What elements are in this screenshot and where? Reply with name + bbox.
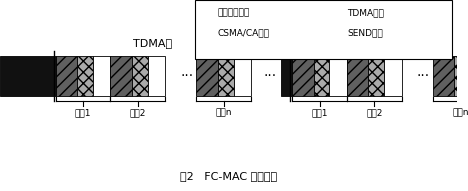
Bar bbox=[56, 56, 77, 96]
Text: TDMA帧: TDMA帧 bbox=[354, 38, 394, 48]
Bar bbox=[110, 56, 132, 96]
Bar bbox=[93, 56, 110, 96]
Bar bbox=[203, 27, 214, 38]
Bar bbox=[218, 56, 234, 96]
Text: ···: ··· bbox=[417, 69, 430, 83]
Bar bbox=[0, 56, 56, 96]
Bar bbox=[314, 56, 329, 96]
Bar bbox=[77, 56, 93, 96]
Bar bbox=[197, 56, 218, 96]
Text: CSMA/CA阶段: CSMA/CA阶段 bbox=[218, 28, 270, 37]
Bar bbox=[368, 56, 384, 96]
Bar bbox=[433, 56, 454, 96]
Text: ···: ··· bbox=[263, 69, 276, 83]
Text: 节点1: 节点1 bbox=[75, 108, 91, 117]
Bar bbox=[147, 56, 165, 96]
Bar bbox=[347, 56, 368, 96]
Text: 节点n: 节点n bbox=[452, 108, 468, 117]
Bar bbox=[203, 7, 214, 18]
Text: 节点1: 节点1 bbox=[311, 108, 328, 117]
Bar bbox=[292, 56, 314, 96]
Text: 节点2: 节点2 bbox=[366, 108, 382, 117]
Text: 交换信息阶段: 交换信息阶段 bbox=[218, 8, 250, 17]
Bar bbox=[132, 56, 147, 96]
Bar bbox=[384, 56, 402, 96]
Bar bbox=[457, 56, 468, 96]
Text: 节点n: 节点n bbox=[216, 108, 232, 117]
Bar bbox=[454, 56, 468, 96]
Text: SEND阶段: SEND阶段 bbox=[347, 28, 383, 37]
Bar bbox=[332, 27, 343, 38]
Text: 图2   FC-MAC 复帧结构: 图2 FC-MAC 复帧结构 bbox=[180, 171, 277, 181]
Bar bbox=[280, 56, 292, 96]
Bar bbox=[196, 0, 452, 59]
Text: TDMA阶段: TDMA阶段 bbox=[347, 8, 384, 17]
Bar bbox=[329, 56, 347, 96]
Bar bbox=[332, 7, 343, 18]
Text: 节点2: 节点2 bbox=[130, 108, 146, 117]
Text: ···: ··· bbox=[180, 69, 193, 83]
Text: TDMA帧: TDMA帧 bbox=[133, 38, 172, 48]
Bar bbox=[234, 56, 251, 96]
